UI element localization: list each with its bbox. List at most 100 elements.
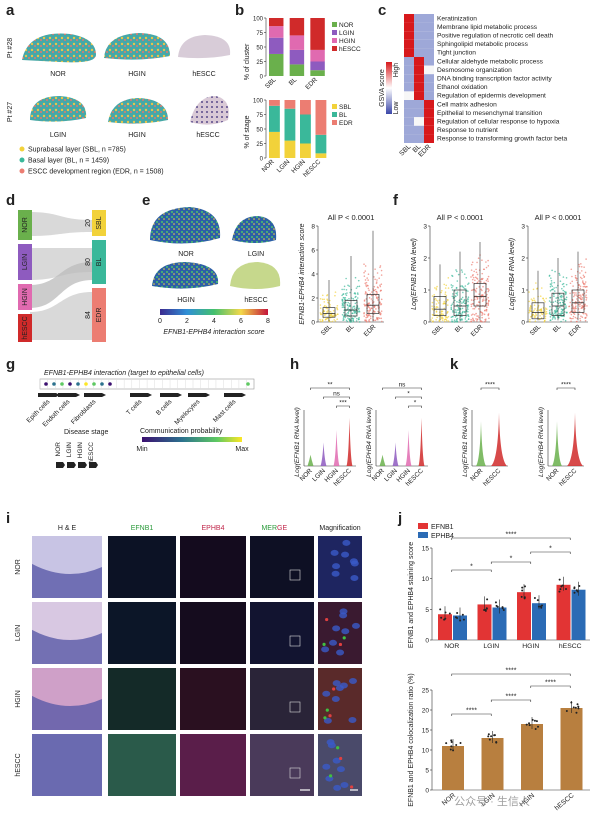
j-point [495, 741, 498, 744]
panel-j: EFNB1 EPHB4 EFNB1 and EPHB4 staining sco… [408, 523, 590, 812]
jitter-point [477, 308, 480, 310]
jitter-point [575, 279, 578, 281]
g-stage-arrow [78, 462, 87, 468]
b-tick-label: 50 [256, 128, 263, 134]
jitter-point [356, 292, 359, 294]
c-heat-cell [414, 74, 424, 83]
jitter-point [463, 273, 466, 275]
jitter-point [579, 294, 582, 296]
jitter-point [474, 306, 477, 308]
jitter-point [569, 317, 571, 319]
i-image-tile [180, 602, 246, 664]
jitter-point [443, 300, 446, 303]
jitter-point [569, 301, 572, 304]
jitter-point [478, 293, 480, 295]
jitter-point [470, 305, 473, 308]
i-nucleus [330, 549, 339, 556]
jitter-point [558, 313, 560, 315]
i-magnify-box [289, 635, 301, 647]
jitter-point [544, 313, 547, 316]
d-flow-nor-sbl [30, 212, 92, 236]
jitter-point [356, 317, 358, 320]
jitter-point [487, 290, 490, 293]
jitter-point [455, 286, 458, 289]
jitter-point [380, 317, 383, 320]
jitter-point [529, 307, 531, 310]
jitter-point [562, 312, 564, 314]
jitter-point [462, 301, 465, 304]
jitter-point [435, 310, 438, 312]
jitter-point [560, 296, 562, 299]
jitter-point [346, 304, 349, 307]
jitter-point [376, 316, 378, 319]
i-nucleus [336, 649, 345, 656]
c-row-label: Response to transforming growth factor b… [437, 136, 567, 143]
jitter-point [564, 298, 566, 300]
a-col-label-nor: NOR [50, 71, 66, 78]
jitter-point [584, 296, 587, 298]
panel-c: GSVA score High Low Keratinization Membra… [379, 14, 567, 159]
i-signal-dot [328, 774, 333, 778]
jitter-point [483, 281, 485, 284]
jitter-point [447, 315, 450, 318]
jitter-point [481, 316, 483, 319]
j-point [455, 744, 458, 747]
a-col-label-hgin-1: HGIN [128, 71, 146, 78]
jitter-point [363, 315, 366, 317]
jitter-point [530, 310, 532, 313]
jitter-point [466, 304, 468, 307]
jitter-point [545, 297, 547, 300]
hk-y-label: Log(EFNB1 RNA level) [294, 407, 301, 477]
jitter-point [380, 283, 383, 285]
b-legend-label: SBL [339, 104, 352, 111]
j-point [523, 597, 526, 600]
jitter-point [464, 285, 467, 287]
jitter-point [474, 298, 476, 301]
jitter-point [586, 314, 588, 317]
i-nucleus [331, 696, 340, 703]
jitter-point [574, 274, 577, 277]
jitter-point [380, 303, 382, 306]
jitter-point [550, 301, 552, 304]
jitter-point [552, 301, 555, 304]
jitter-point [466, 320, 468, 322]
jitter-point [358, 318, 360, 321]
jitter-point [561, 287, 563, 290]
x-label: SBL [529, 323, 543, 337]
jitter-point [358, 310, 360, 312]
jitter-point [444, 287, 447, 289]
e-tissue-hgin [152, 262, 219, 289]
j-point [486, 598, 489, 601]
jitter-point [375, 294, 377, 297]
jitter-point [481, 294, 483, 296]
jitter-point [431, 305, 433, 307]
j-x-label: hESCC [554, 792, 576, 812]
hk-violin [379, 454, 386, 466]
jitter-point [529, 316, 532, 318]
jitter-point [549, 313, 552, 316]
jitter-point [559, 306, 561, 309]
c-row-label: Sphingolipid metabolic process [437, 41, 529, 48]
jitter-point [474, 276, 477, 279]
jitter-point [357, 311, 359, 313]
jitter-point [380, 298, 383, 301]
j-point [528, 722, 531, 725]
jitter-point [431, 317, 434, 319]
jitter-point [461, 285, 463, 287]
panel-label-a: a [6, 2, 15, 19]
jitter-point [535, 314, 538, 316]
jitter-point [467, 283, 469, 286]
j-point [501, 607, 504, 610]
j-legend-efnb1: EFNB1 [431, 524, 454, 531]
jitter-point [456, 320, 459, 323]
j-point [535, 720, 538, 723]
jitter-point [376, 296, 378, 298]
jitter-point [560, 308, 563, 310]
jitter-point [481, 321, 483, 323]
jitter-point [555, 308, 558, 310]
i-tissue-layer [32, 695, 102, 730]
jitter-point [572, 317, 574, 320]
jitter-point [445, 318, 447, 321]
hk-sig-bracket [395, 396, 422, 399]
jitter-point [585, 313, 588, 316]
